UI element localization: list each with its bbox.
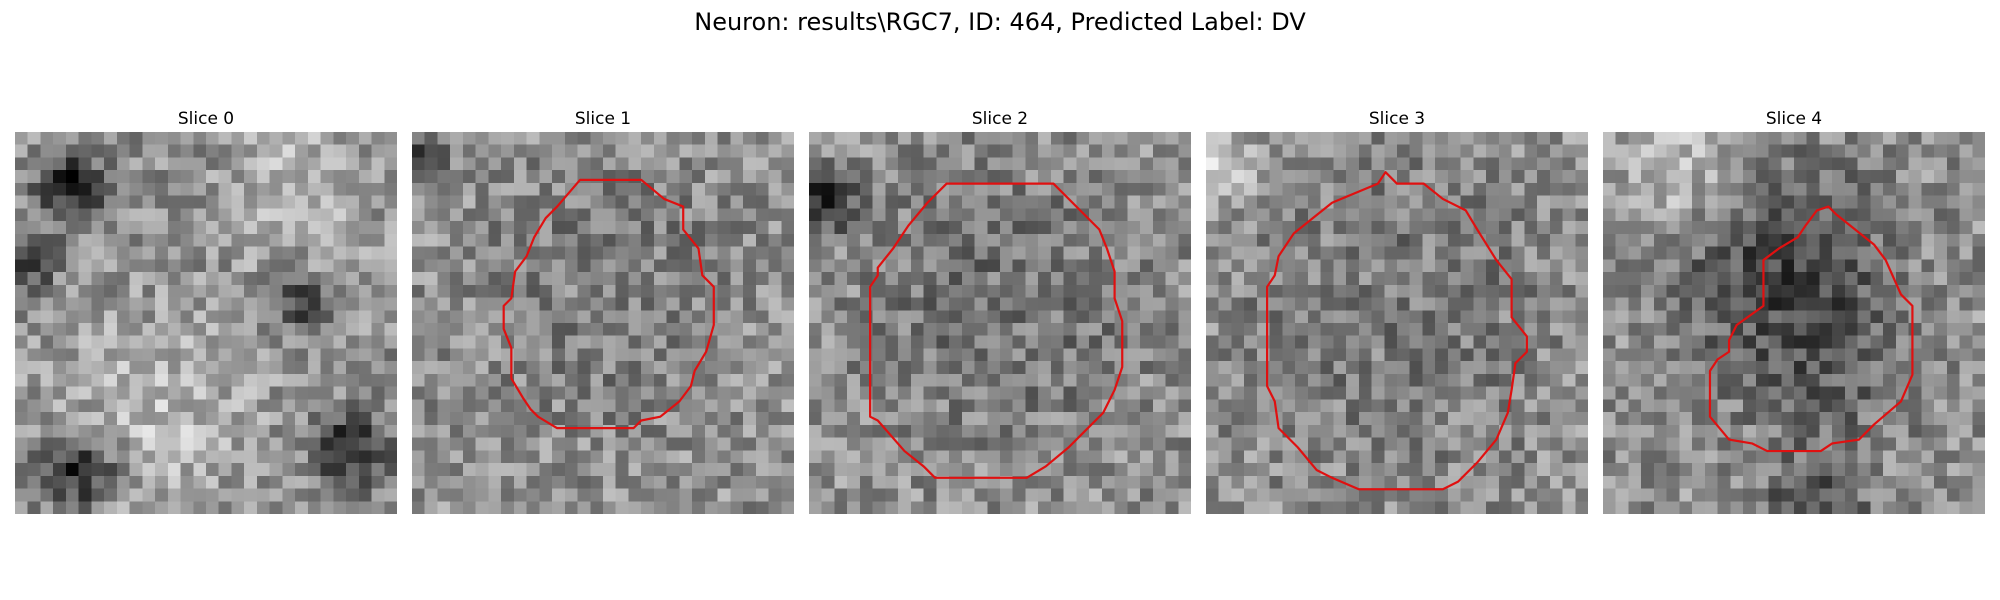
- slice-title: Slice 2: [971, 109, 1029, 129]
- slice-title: Slice 0: [177, 109, 235, 129]
- slice-panel-4: Slice 4: [1603, 106, 1985, 514]
- slice-panel-2: Slice 2: [809, 106, 1191, 514]
- slice-panel-0: Slice 0: [15, 106, 397, 514]
- slice-title: Slice 1: [574, 109, 632, 129]
- slice-image: [1206, 132, 1588, 514]
- slice-panel-3: Slice 3: [1206, 106, 1588, 514]
- slice-image: [15, 132, 397, 514]
- slice-image: [412, 132, 794, 514]
- slice-panel-1: Slice 1: [412, 106, 794, 514]
- slice-image: [809, 132, 1191, 514]
- slice-title: Slice 4: [1765, 109, 1823, 129]
- slice-image: [1603, 132, 1985, 514]
- figure-title: Neuron: results\RGC7, ID: 464, Predicted…: [694, 8, 1306, 36]
- slice-title: Slice 3: [1368, 109, 1426, 129]
